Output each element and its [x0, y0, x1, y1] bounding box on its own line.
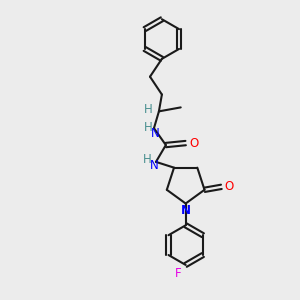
Text: N: N: [150, 159, 158, 172]
Text: H: H: [143, 153, 152, 167]
Text: O: O: [189, 136, 198, 150]
Text: H: H: [144, 103, 152, 116]
Text: F: F: [174, 267, 181, 280]
Text: N: N: [181, 204, 191, 217]
Text: O: O: [225, 180, 234, 193]
Text: N: N: [151, 127, 159, 140]
Text: H: H: [144, 121, 152, 134]
